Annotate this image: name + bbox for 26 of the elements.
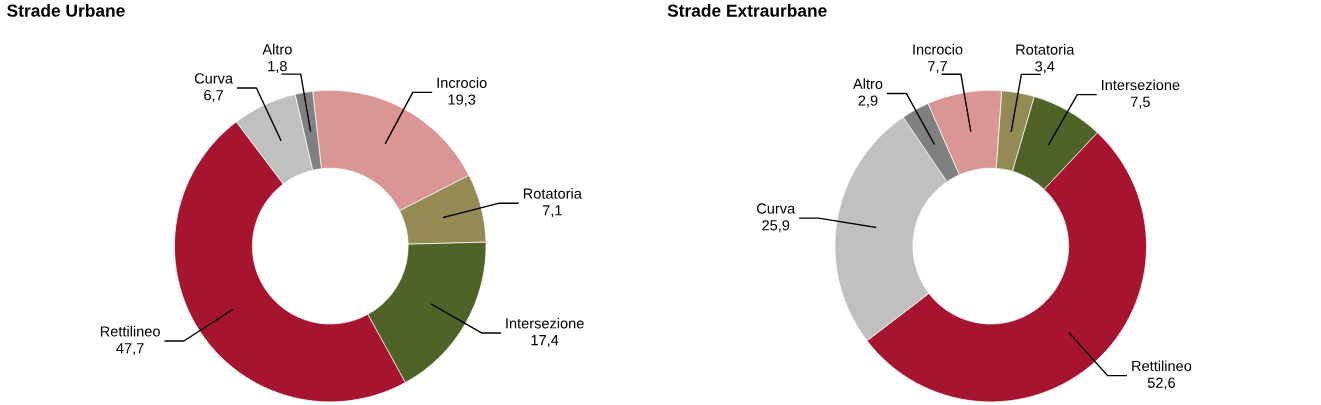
slice-label: Curva: [194, 73, 234, 84]
data-label: 3,4: [1035, 61, 1055, 74]
data-label: 52,6: [1147, 377, 1175, 390]
data-label: 47,7: [116, 343, 144, 356]
slice-label: Rotatoria: [523, 188, 582, 199]
slice-label: Incrocio: [437, 77, 487, 88]
data-label: 19,3: [448, 94, 476, 107]
slice-label: Incrocio: [913, 43, 963, 55]
data-label: 7,5: [1130, 96, 1150, 109]
data-label: 17,4: [531, 335, 559, 347]
data-label: 6,7: [204, 90, 223, 103]
data-label: 2,9: [858, 95, 878, 108]
slice-label: Rotatoria: [1016, 44, 1075, 55]
data-label: 7,1: [542, 205, 562, 218]
slice-label: Curva: [757, 203, 796, 214]
slice-label: Rettilineo: [100, 325, 160, 337]
data-label: 1,8: [268, 60, 287, 74]
data-label: 7,7: [928, 61, 947, 74]
data-label: 25,9: [762, 220, 790, 233]
chart-title: Strade Extraurbane: [667, 4, 827, 17]
slice-label: Altro: [262, 43, 292, 55]
slice-label: Intersezione: [506, 317, 584, 329]
chart-title: Strade Urbane: [7, 4, 125, 17]
slice-label: Altro: [853, 78, 883, 89]
slice-label: Intersezione: [1102, 79, 1180, 91]
slice-label: Rettilineo: [1132, 360, 1192, 372]
